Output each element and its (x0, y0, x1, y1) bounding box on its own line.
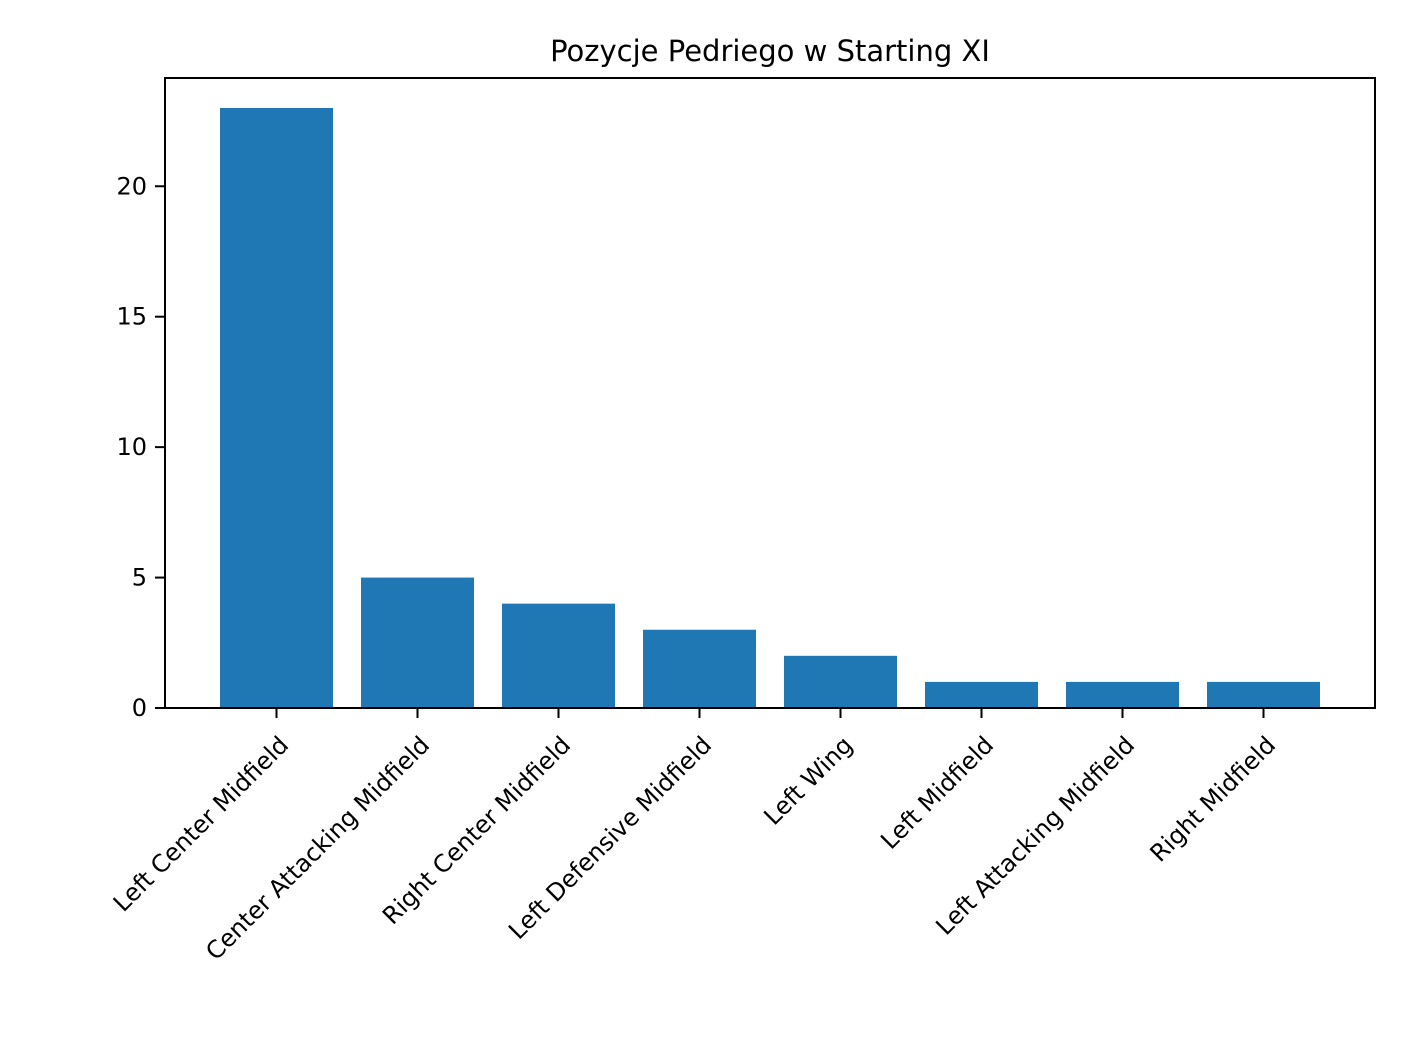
bar-4 (784, 655, 897, 708)
x-tick-label-1: Center Attacking Midfield (200, 731, 435, 966)
bar-5 (925, 681, 1038, 708)
bar-6 (1066, 681, 1179, 708)
bar-1 (361, 577, 474, 708)
bar-3 (643, 629, 756, 708)
x-tick-label-7: Right Midfield (1145, 731, 1282, 868)
y-tick-label-3: 15 (116, 303, 147, 331)
bars-layer (220, 108, 1320, 708)
bar-7 (1207, 681, 1320, 708)
bar-2 (502, 603, 615, 708)
bar-0 (220, 108, 333, 708)
chart-title: Pozycje Pedriego w Starting XI (550, 34, 990, 68)
x-tick-label-5: Left Midfield (875, 731, 999, 855)
y-tick-label-0: 0 (132, 694, 147, 722)
y-axis: 0 5 10 15 20 (116, 172, 165, 722)
x-tick-label-4: Left Wing (758, 731, 858, 831)
y-tick-label-2: 10 (116, 433, 147, 461)
y-tick-label-4: 20 (116, 172, 147, 200)
y-tick-label-1: 5 (132, 564, 147, 592)
plot-frame (164, 77, 1376, 709)
